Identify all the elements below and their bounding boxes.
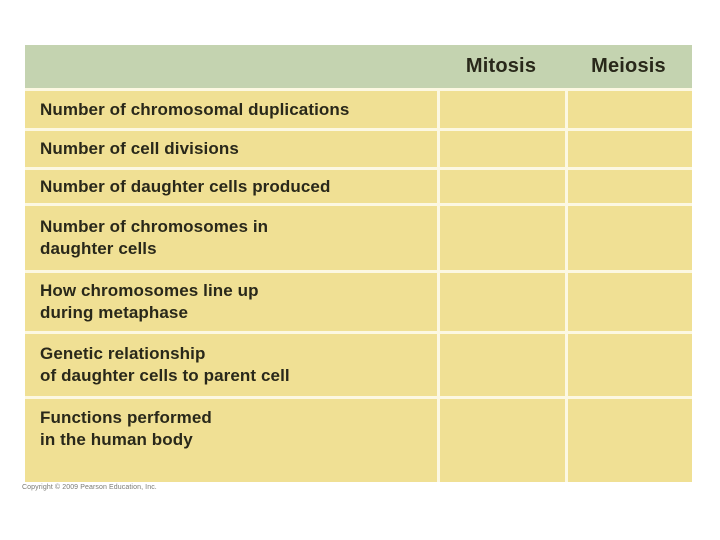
- mitosis-answer-cell: [437, 167, 565, 203]
- copyright-notice: Copyright © 2009 Pearson Education, Inc.: [22, 484, 157, 491]
- table-row: Genetic relationship of daughter cells t…: [25, 331, 692, 396]
- table-row: Number of cell divisions: [25, 128, 692, 167]
- row-label: Number of chromosomal duplications: [25, 88, 437, 128]
- meiosis-answer-cell: [565, 396, 692, 482]
- column-header-mitosis: Mitosis: [437, 45, 565, 88]
- table-row: How chromosomes line up during metaphase: [25, 270, 692, 331]
- column-header-meiosis: Meiosis: [565, 45, 692, 88]
- row-label: Functions performed in the human body: [25, 396, 437, 482]
- meiosis-answer-cell: [565, 270, 692, 331]
- row-label: How chromosomes line up during metaphase: [25, 270, 437, 331]
- mitosis-answer-cell: [437, 396, 565, 482]
- mitosis-answer-cell: [437, 270, 565, 331]
- mitosis-answer-cell: [437, 88, 565, 128]
- table-row: Functions performed in the human body: [25, 396, 692, 482]
- mitosis-answer-cell: [437, 203, 565, 270]
- row-label: Number of daughter cells produced: [25, 167, 437, 203]
- meiosis-answer-cell: [565, 331, 692, 396]
- table-row: Number of chromosomal duplications: [25, 88, 692, 128]
- row-label: Number of chromosomes in daughter cells: [25, 203, 437, 270]
- mitosis-answer-cell: [437, 128, 565, 167]
- meiosis-answer-cell: [565, 128, 692, 167]
- header-row: Mitosis Meiosis: [25, 45, 692, 88]
- meiosis-answer-cell: [565, 88, 692, 128]
- meiosis-answer-cell: [565, 203, 692, 270]
- table-row: Number of chromosomes in daughter cells: [25, 203, 692, 270]
- row-label: Genetic relationship of daughter cells t…: [25, 331, 437, 396]
- row-label: Number of cell divisions: [25, 128, 437, 167]
- meiosis-answer-cell: [565, 167, 692, 203]
- mitosis-meiosis-comparison-table: Mitosis Meiosis Number of chromosomal du…: [25, 45, 692, 482]
- mitosis-answer-cell: [437, 331, 565, 396]
- table-row: Number of daughter cells produced: [25, 167, 692, 203]
- header-spacer-cell: [25, 45, 437, 88]
